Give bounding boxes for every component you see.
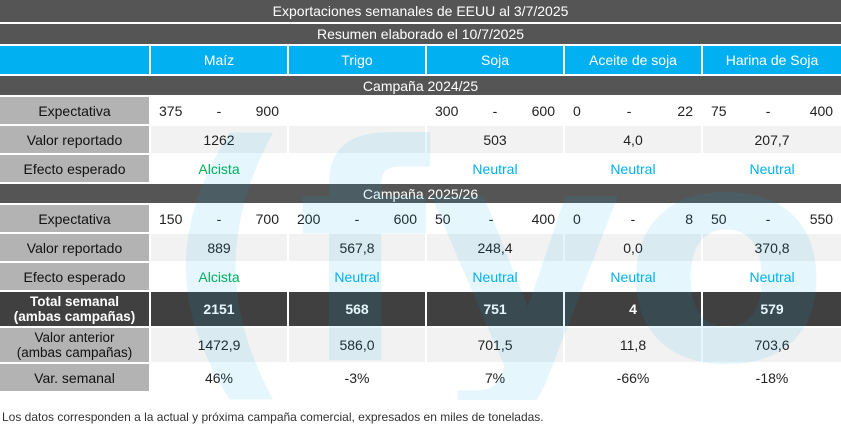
effect-cell: Neutral <box>427 263 565 292</box>
row-label: Total semanal (ambas campañas) <box>0 292 151 328</box>
table-row: Expectativa 150-700 200-600 50-400 0-8 5… <box>0 205 841 234</box>
range-cell: 300-600 <box>427 97 565 126</box>
variation-cell: -18% <box>703 364 841 393</box>
value-cell: 503 <box>427 126 565 155</box>
footnote: Los datos corresponden a la actual y pró… <box>2 410 544 424</box>
effect-cell: Neutral <box>703 155 841 184</box>
effect-cell: Neutral <box>427 155 565 184</box>
variation-cell: 7% <box>427 364 565 393</box>
value-cell: 567,8 <box>289 234 427 263</box>
effect-cell <box>289 155 427 184</box>
effect-cell: Alcista <box>151 155 289 184</box>
range-cell: 75-400 <box>703 97 841 126</box>
total-value: 751 <box>427 292 565 328</box>
effect-cell: Neutral <box>565 263 703 292</box>
campaign-label: Campaña 2025/26 <box>0 184 841 205</box>
total-value: 2151 <box>151 292 289 328</box>
range-cell: 200-600 <box>289 205 427 234</box>
column-header-aceite: Aceite de soja <box>565 46 703 76</box>
subtitle-row: Resumen elaborado el 10/7/2025 <box>0 24 841 46</box>
value-cell: 207,7 <box>703 126 841 155</box>
range-cell: 375-900 <box>151 97 289 126</box>
row-label: Var. semanal <box>0 364 151 393</box>
column-header-row: Maíz Trigo Soja Aceite de soja Harina de… <box>0 46 841 76</box>
table-row: Valor reportado 889 567,8 248,4 0,0 370,… <box>0 234 841 263</box>
row-label: Valor anterior (ambas campañas) <box>0 328 151 364</box>
table-title: Exportaciones semanales de EEUU al 3/7/2… <box>0 0 841 24</box>
export-summary-table: Exportaciones semanales de EEUU al 3/7/2… <box>0 0 841 393</box>
column-header-soja: Soja <box>427 46 565 76</box>
variation-cell: 46% <box>151 364 289 393</box>
row-label: Expectativa <box>0 97 151 126</box>
value-cell: 701,5 <box>427 328 565 364</box>
total-row: Total semanal (ambas campañas) 2151 568 7… <box>0 292 841 328</box>
value-cell <box>289 126 427 155</box>
table-row: Expectativa 375-900 300-600 0-22 75-400 <box>0 97 841 126</box>
row-label: Valor reportado <box>0 234 151 263</box>
range-cell <box>289 97 427 126</box>
table-row: Valor reportado 1262 503 4,0 207,7 <box>0 126 841 155</box>
range-cell: 0-8 <box>565 205 703 234</box>
column-header-harina: Harina de Soja <box>703 46 841 76</box>
effect-cell: Neutral <box>703 263 841 292</box>
effect-cell: Neutral <box>565 155 703 184</box>
row-label: Expectativa <box>0 205 151 234</box>
value-cell: 11,8 <box>565 328 703 364</box>
column-header-maiz: Maíz <box>151 46 289 76</box>
row-label: Efecto esperado <box>0 263 151 292</box>
previous-row: Valor anterior (ambas campañas) 1472,9 58… <box>0 328 841 364</box>
value-cell: 703,6 <box>703 328 841 364</box>
value-cell: 1472,9 <box>151 328 289 364</box>
variation-cell: -3% <box>289 364 427 393</box>
value-cell: 586,0 <box>289 328 427 364</box>
value-cell: 4,0 <box>565 126 703 155</box>
campaign-header-row: Campaña 2025/26 <box>0 184 841 205</box>
effect-cell: Neutral <box>289 263 427 292</box>
range-cell: 0-22 <box>565 97 703 126</box>
campaign-label: Campaña 2024/25 <box>0 76 841 97</box>
table-subtitle: Resumen elaborado el 10/7/2025 <box>0 24 841 46</box>
column-header-trigo: Trigo <box>289 46 427 76</box>
total-value: 568 <box>289 292 427 328</box>
total-value: 579 <box>703 292 841 328</box>
value-cell: 248,4 <box>427 234 565 263</box>
row-label: Valor reportado <box>0 126 151 155</box>
table-row: Efecto esperado Alcista Neutral Neutral … <box>0 155 841 184</box>
value-cell: 370,8 <box>703 234 841 263</box>
value-cell: 0,0 <box>565 234 703 263</box>
value-cell: 1262 <box>151 126 289 155</box>
table-row: Efecto esperado Alcista Neutral Neutral … <box>0 263 841 292</box>
header-blank-cell <box>0 46 151 76</box>
row-label: Efecto esperado <box>0 155 151 184</box>
campaign-header-row: Campaña 2024/25 <box>0 76 841 97</box>
title-row: Exportaciones semanales de EEUU al 3/7/2… <box>0 0 841 24</box>
variation-cell: -66% <box>565 364 703 393</box>
total-value: 4 <box>565 292 703 328</box>
range-cell: 150-700 <box>151 205 289 234</box>
range-cell: 50-400 <box>427 205 565 234</box>
range-cell: 50-550 <box>703 205 841 234</box>
effect-cell: Alcista <box>151 263 289 292</box>
variation-row: Var. semanal 46% -3% 7% -66% -18% <box>0 364 841 393</box>
value-cell: 889 <box>151 234 289 263</box>
